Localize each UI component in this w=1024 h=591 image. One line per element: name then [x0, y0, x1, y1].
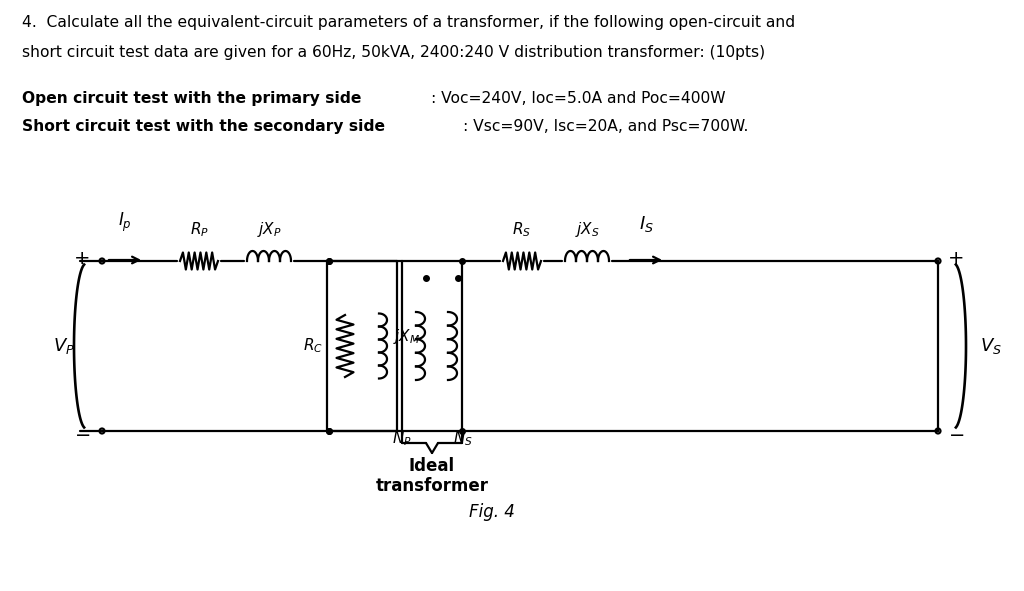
Text: $-$: $-$ — [74, 424, 90, 443]
Text: $R_S$: $R_S$ — [512, 220, 531, 239]
Text: +: + — [74, 248, 90, 268]
Text: 4.  Calculate all the equivalent-circuit parameters of a transformer, if the fol: 4. Calculate all the equivalent-circuit … — [22, 15, 795, 30]
Text: $N_S$: $N_S$ — [453, 429, 473, 448]
Text: $jX_S$: $jX_S$ — [574, 220, 599, 239]
Text: $V_S$: $V_S$ — [980, 336, 1001, 356]
Text: +: + — [948, 248, 965, 268]
Text: $jX_M$: $jX_M$ — [393, 326, 420, 346]
Text: : Vsc=90V, Isc=20A, and Psc=700W.: : Vsc=90V, Isc=20A, and Psc=700W. — [463, 119, 749, 134]
Text: $jX_P$: $jX_P$ — [257, 220, 282, 239]
Text: Open circuit test with the primary side: Open circuit test with the primary side — [22, 91, 361, 106]
Text: transformer: transformer — [376, 477, 488, 495]
Text: : Voc=240V, Ioc=5.0A and Poc=400W: : Voc=240V, Ioc=5.0A and Poc=400W — [431, 91, 726, 106]
Text: $R_C$: $R_C$ — [303, 337, 323, 355]
Text: Short circuit test with the secondary side: Short circuit test with the secondary si… — [22, 119, 385, 134]
Text: $-$: $-$ — [948, 424, 965, 443]
Text: Fig. 4: Fig. 4 — [469, 503, 515, 521]
Text: short circuit test data are given for a 60Hz, 50kVA, 2400:240 V distribution tra: short circuit test data are given for a … — [22, 45, 765, 60]
Text: $I_S$: $I_S$ — [639, 214, 653, 234]
Text: $N_P$: $N_P$ — [392, 429, 412, 448]
Text: Ideal: Ideal — [409, 457, 455, 475]
Text: $I_p$: $I_p$ — [118, 211, 132, 234]
Text: $V_P$: $V_P$ — [53, 336, 75, 356]
Text: $R_P$: $R_P$ — [189, 220, 209, 239]
